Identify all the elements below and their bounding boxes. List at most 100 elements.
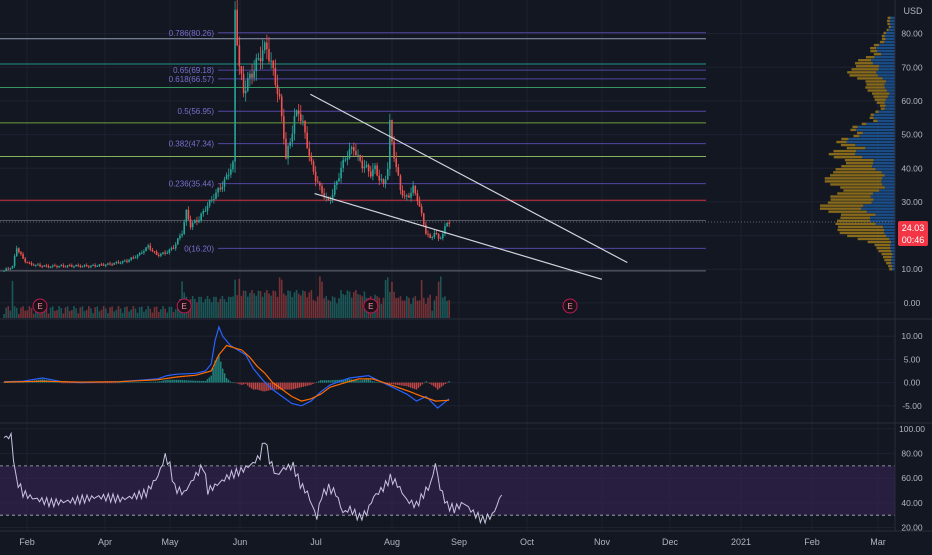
candle-body [22,254,24,259]
macd-histogram-bar [220,361,222,383]
volume-bar [92,313,94,318]
macd-histogram-bar [110,382,113,384]
candle-body [32,264,35,266]
macd-histogram-bar [425,381,427,383]
candle-body [107,263,109,265]
profile-bar-up [886,261,892,265]
profile-bar-down [875,71,895,74]
candle-body [272,60,275,68]
candle-body [289,142,291,146]
volume-bar [323,298,325,318]
candle-body [287,145,289,159]
candle-body [302,120,304,122]
candle-body [3,270,5,272]
volume-bar [223,299,226,318]
macd-histogram-bar [294,382,297,389]
volume-bar [172,311,175,318]
volume-bar [115,309,118,318]
candle-body [433,233,436,237]
candle-body [295,110,298,116]
macd-histogram-bar [308,382,310,386]
macd-histogram-bar [362,380,364,383]
volume-bar [293,292,296,318]
macd-histogram-bar [239,382,241,385]
profile-bar-down [885,104,895,107]
macd-histogram-bar [316,382,318,383]
volume-bar [77,313,79,318]
macd-histogram-bar [411,382,414,389]
candle-body [185,209,188,223]
candle-body [391,120,393,142]
volume-bar [268,293,270,318]
volume-bar [280,279,283,318]
candle-body [448,222,450,224]
volume-bar [49,307,52,318]
candle-body [321,185,323,194]
profile-bar-up [865,86,885,89]
volume-bars [3,276,450,318]
profile-bar-up [852,125,858,129]
candle-body [26,261,29,263]
macd-histogram-bar [448,381,450,383]
volume-bar [325,296,328,318]
volume-bar [238,278,241,318]
volume-bar [382,297,385,318]
profile-bar-down [882,177,895,180]
volume-bar [297,293,300,318]
trendline [310,93,628,264]
macd-histogram-bar [233,382,235,384]
volume-bar [217,302,219,318]
volume-bar [98,311,101,318]
candle-body [223,179,226,187]
profile-bar-down [890,243,895,247]
profile-bar-up [872,92,890,95]
volume-bar [418,300,421,318]
macd-histogram-bar [145,381,147,383]
profile-bar-down [886,31,895,35]
candle-body [66,265,69,267]
profile-bar-down [871,59,895,62]
macd-histogram-bar [433,382,435,387]
macd-histogram-bar [250,382,253,389]
macd-histogram-bar [442,382,445,386]
volume-bar [196,302,198,318]
macd-histogram-bar [164,380,166,383]
profile-bar-up [846,162,874,165]
candle-body [172,247,175,249]
macd-histogram-bar [410,382,412,388]
earnings-marker-label: E [368,302,373,311]
volume-bar [66,306,69,318]
volume-bar [263,292,266,318]
candle-body [77,265,79,267]
candle-body [30,263,33,265]
macd-histogram-bar [291,382,293,390]
candle-body [132,257,135,259]
profile-bar-down [882,77,895,80]
macd-histogram-bar [304,382,306,387]
pane-dividers [0,0,932,532]
y-tick-label: 0.00 [904,378,921,388]
earnings-marker-label: E [182,302,187,311]
candle-body [88,266,90,268]
macd-histogram-bar [360,380,362,383]
profile-bar-up [835,222,876,226]
macd-histogram-bar [139,382,141,383]
volume-bar [153,306,156,318]
profile-bar-up [857,237,890,241]
volume-bar [333,297,336,318]
macd-histogram-bar [177,379,180,383]
volume-bar [200,296,202,318]
macd-histogram-bar [260,382,262,391]
profile-bar-down [892,252,895,256]
macd-histogram-bar [415,382,418,390]
candle-body [58,265,60,268]
last-price-tag: 24.03 00:46 [898,221,928,246]
candle-body [11,266,14,269]
candle-body [213,199,215,201]
macd-histogram-bar [129,382,132,383]
y-tick-label: 100.00 [899,424,925,434]
volume-bar [278,277,281,318]
macd-histogram-bar [446,382,448,384]
